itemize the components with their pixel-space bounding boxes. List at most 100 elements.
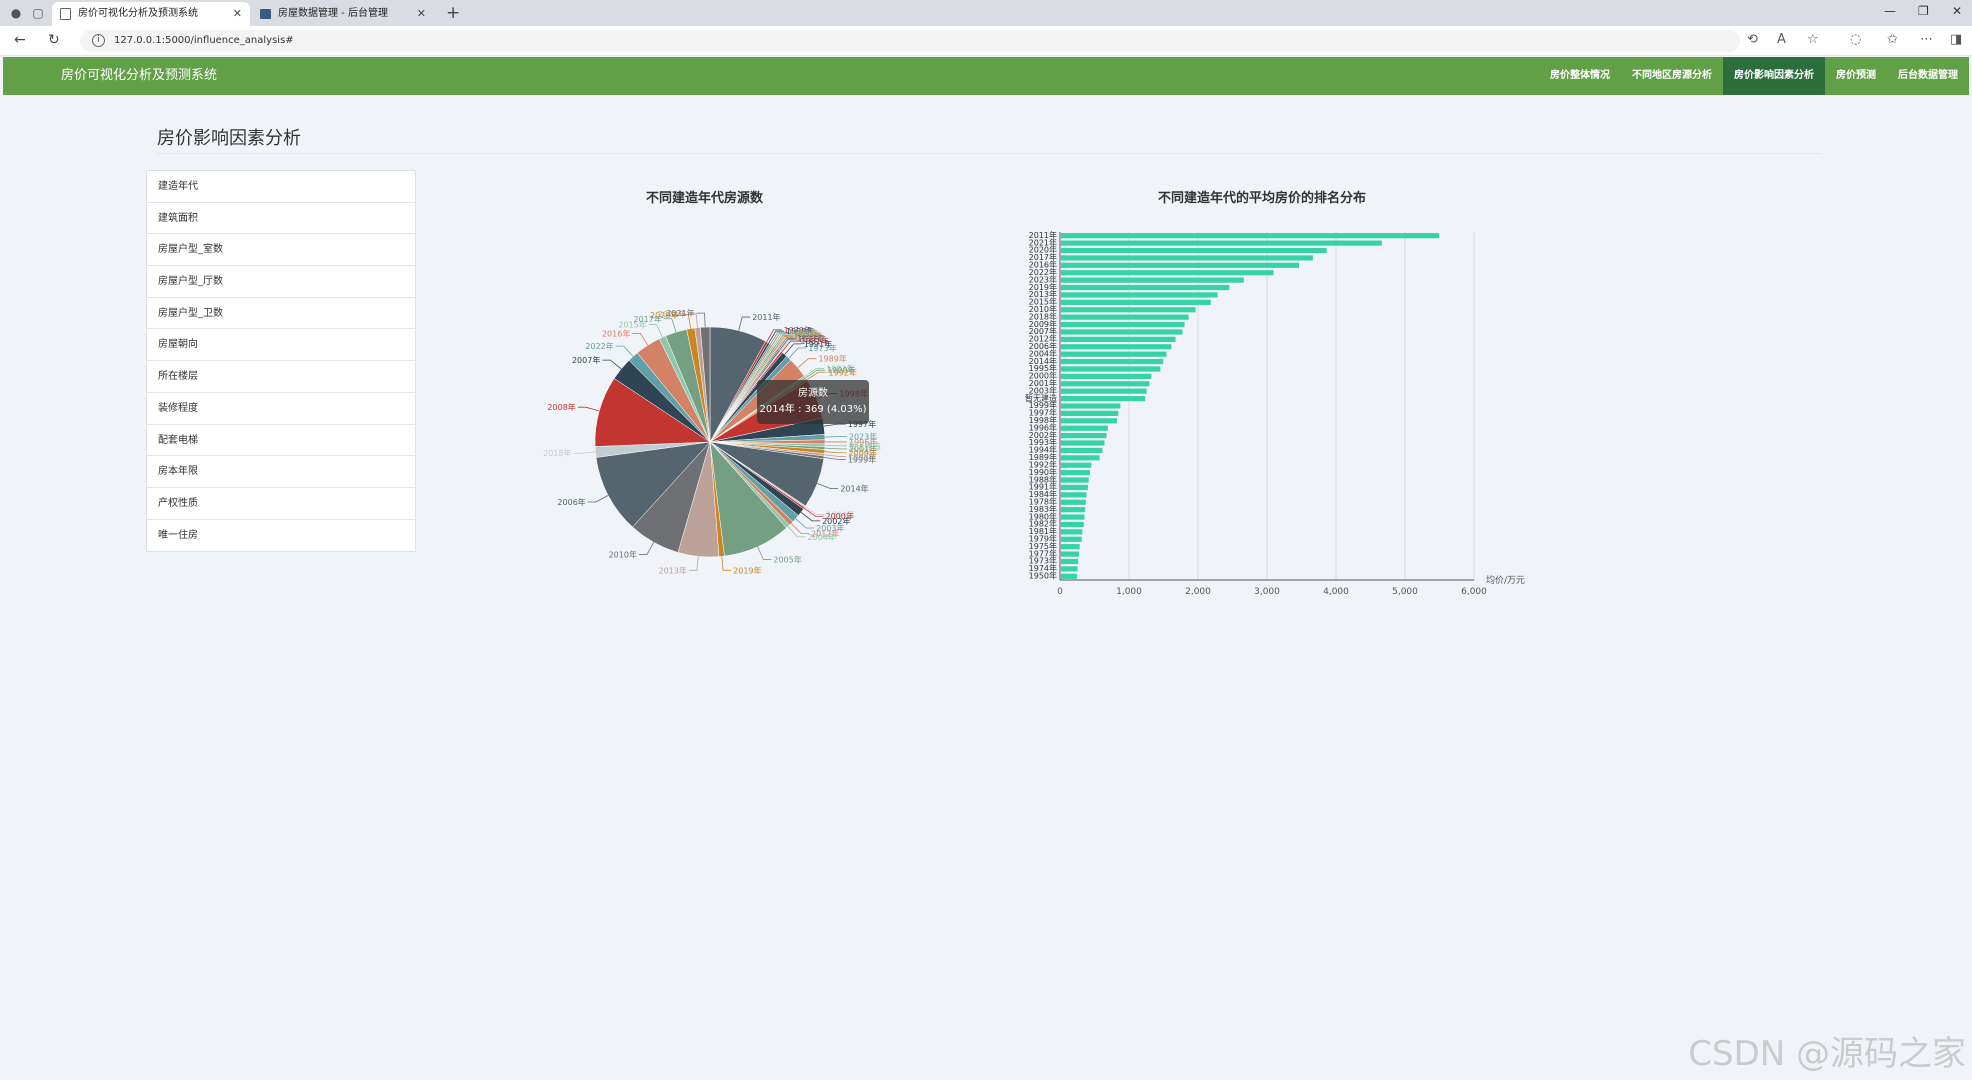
bar[interactable] — [1061, 336, 1176, 342]
bar[interactable] — [1061, 470, 1090, 476]
pie-label-line — [771, 332, 788, 346]
y-tick-label: 2021年 — [1029, 237, 1057, 247]
translate-icon[interactable]: ⟲ — [1747, 32, 1758, 47]
factor-item[interactable]: 产权性质 — [147, 488, 415, 520]
read-aloud-icon[interactable]: A — [1777, 32, 1786, 47]
nav-item-region-analysis[interactable]: 不同地区房源分析 — [1632, 70, 1712, 81]
pie-slice[interactable] — [594, 378, 711, 447]
bar[interactable] — [1061, 477, 1089, 483]
bar[interactable] — [1061, 358, 1164, 365]
bar[interactable] — [1061, 558, 1079, 565]
bar[interactable] — [1061, 292, 1218, 298]
factor-item[interactable]: 配套电梯 — [147, 425, 415, 457]
pie-slice-label: 1982年 — [793, 330, 821, 340]
bar[interactable] — [1061, 233, 1440, 239]
bar[interactable] — [1061, 462, 1092, 468]
browser-tab[interactable]: 房屋数据管理 - 后台管理 ✕ — [252, 2, 434, 26]
restore-icon[interactable]: ❐ — [1918, 4, 1929, 18]
more-menu-icon[interactable]: ⋯ — [1920, 32, 1933, 47]
pie-label-line — [632, 333, 649, 346]
nav-item-influence-analysis[interactable]: 房价影响因素分析 — [1723, 57, 1825, 95]
pie-slice-label: 1981年 — [801, 336, 829, 346]
factor-item[interactable]: 建造年代 — [147, 171, 415, 203]
bar[interactable] — [1061, 366, 1161, 372]
site-info-icon[interactable]: i — [92, 34, 105, 47]
bar[interactable] — [1061, 381, 1150, 387]
bar[interactable] — [1061, 514, 1085, 520]
url-field[interactable]: i 127.0.0.1:5000/influence_analysis# — [80, 30, 1740, 52]
nav-item-price-prediction[interactable]: 房价预测 — [1836, 70, 1876, 81]
x-tick-label: 3,000 — [1254, 587, 1280, 597]
pie-slice-label: 2024年 — [658, 309, 686, 319]
profile-icon[interactable]: ● — [10, 6, 22, 20]
factor-item[interactable]: 房屋朝向 — [147, 329, 415, 362]
bar[interactable] — [1061, 329, 1183, 335]
bar[interactable] — [1061, 321, 1185, 328]
factor-item[interactable]: 房屋户型_卫数 — [147, 298, 415, 330]
bar[interactable] — [1061, 314, 1189, 320]
bar[interactable] — [1061, 492, 1087, 498]
favorite-star-icon[interactable]: ☆ — [1807, 32, 1819, 47]
favorites-icon[interactable]: ✩ — [1887, 32, 1898, 47]
bar[interactable] — [1061, 270, 1274, 276]
bar[interactable] — [1061, 544, 1080, 550]
bar[interactable] — [1061, 299, 1211, 305]
sidebar-toggle-icon[interactable]: ◨ — [1950, 32, 1963, 47]
tab-actions-icon[interactable]: ▢ — [32, 6, 44, 20]
bar[interactable] — [1061, 344, 1172, 350]
pie-slice[interactable] — [595, 441, 711, 528]
bar[interactable] — [1061, 418, 1117, 424]
bar[interactable] — [1061, 262, 1300, 268]
y-tick-label: 1984年 — [1029, 489, 1057, 499]
bar[interactable] — [1061, 277, 1244, 283]
factor-item[interactable]: 装修程度 — [147, 393, 415, 425]
bar[interactable] — [1061, 507, 1086, 513]
bar[interactable] — [1061, 433, 1107, 439]
minimize-icon[interactable]: — — [1884, 4, 1896, 18]
bar[interactable] — [1061, 529, 1083, 535]
bar[interactable] — [1061, 247, 1327, 254]
bar[interactable] — [1061, 521, 1084, 528]
bar[interactable] — [1061, 284, 1230, 291]
reload-icon[interactable]: ↻ — [48, 32, 60, 48]
bar[interactable] — [1061, 440, 1105, 446]
factor-item[interactable]: 所在楼层 — [147, 361, 415, 393]
bar[interactable] — [1061, 240, 1382, 246]
nav-item-admin[interactable]: 后台数据管理 — [1898, 70, 1958, 81]
nav-item-overview[interactable]: 房价整体情况 — [1550, 70, 1610, 81]
factor-item[interactable]: 房本年限 — [147, 456, 415, 488]
browser-tab-active[interactable]: 房价可视化分析及预测系统 ✕ — [52, 2, 250, 26]
close-window-icon[interactable]: ✕ — [1952, 4, 1963, 18]
bar[interactable] — [1061, 425, 1108, 431]
bar[interactable] — [1061, 255, 1313, 261]
bar[interactable] — [1061, 536, 1082, 542]
factor-item[interactable]: 房屋户型_室数 — [147, 234, 415, 267]
bar[interactable] — [1061, 573, 1077, 579]
y-tick-label: 1996年 — [1029, 422, 1057, 432]
factor-item[interactable]: 唯一住房 — [158, 529, 198, 541]
bar[interactable] — [1061, 447, 1103, 454]
bar[interactable] — [1061, 396, 1146, 402]
bar[interactable] — [1061, 455, 1100, 461]
bar[interactable] — [1061, 499, 1086, 505]
close-tab-icon[interactable]: ✕ — [232, 7, 242, 20]
bar[interactable] — [1061, 551, 1079, 557]
bar[interactable] — [1061, 484, 1088, 491]
bar[interactable] — [1061, 351, 1167, 357]
pie-slice-label: 2006年 — [557, 497, 585, 507]
factor-item[interactable]: 房屋户型_厅数 — [147, 266, 415, 298]
bar[interactable] — [1061, 403, 1121, 409]
back-arrow-icon[interactable]: ← — [14, 32, 26, 48]
bar[interactable] — [1061, 410, 1119, 416]
bar[interactable] — [1061, 307, 1196, 313]
close-tab-icon[interactable]: ✕ — [416, 7, 426, 20]
bar[interactable] — [1061, 373, 1152, 379]
extensions-icon[interactable]: ◌ — [1850, 32, 1862, 47]
factor-item[interactable]: 建筑面积 — [147, 203, 415, 235]
new-tab-icon[interactable]: + — [446, 3, 461, 23]
app-brand[interactable]: 房价可视化分析及预测系统 — [61, 68, 218, 83]
bar[interactable] — [1061, 566, 1078, 572]
bar[interactable] — [1061, 388, 1147, 394]
pie-slice-label: 2012年 — [811, 528, 839, 538]
